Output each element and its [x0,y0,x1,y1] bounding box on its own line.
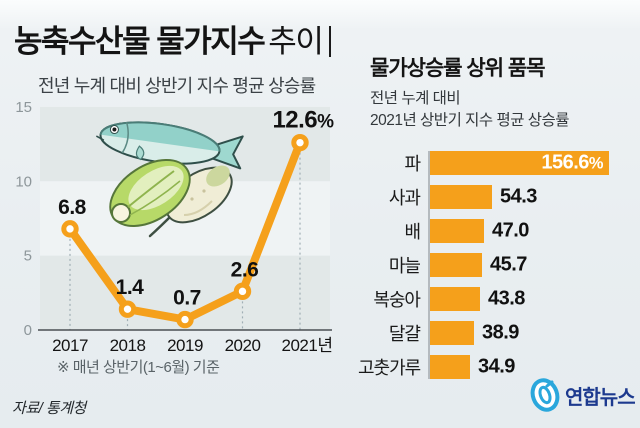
bar-row: 마늘 45.7 [358,253,638,277]
produce-illustration [95,121,244,238]
bar-fill [430,287,480,311]
bar-label: 복숭아 [373,290,421,310]
bar-label: 사과 [388,188,421,208]
page-title: 농축수산물 물가지수 추이 [14,16,332,61]
price-index-line-chart: 15 10 5 0 6.8 1.4 0.7 2.6 12.6% 2017 2018 2019 2020 2… [15,99,334,355]
bar-panel-title: 물가상승률 상위 품목 [370,57,546,80]
bar-track: 38.9 [430,321,638,345]
yonhap-logo-icon [530,378,560,412]
fish-icon [95,121,244,170]
bar-track: 45.7 [430,253,638,277]
bar-track: 43.8 [430,287,638,311]
yonhap-logo-text: 연합뉴스 [565,386,636,409]
bar-value: 43.8 [488,287,525,310]
x-axis-label: 2017 [52,336,88,355]
bar-fill [430,185,492,209]
source-credit: 자료/ 통계청 [12,400,86,417]
bar-label: 달걀 [388,324,421,344]
page-title-light: 추이 [268,24,324,59]
data-point [118,300,137,318]
chart-subtitle: 전년 누계 대비 상반기 지수 평균 상승률 [38,76,316,96]
data-point [291,133,309,152]
bar-track: 34.9 [430,355,638,379]
bar-value: 34.9 [478,355,515,378]
bar-fill: 156.6% [430,151,609,175]
data-point-label: 2.6 [231,258,259,281]
data-point [233,282,252,301]
bar-row: 고춧가루 34.9 [358,355,638,379]
title-divider [329,26,332,57]
bar-value: 45.7 [490,253,527,276]
bar-label: 고춧가루 [358,358,421,378]
yonhap-logo: 연합뉴스 [529,377,636,413]
bar-row: 배 47.0 [358,219,638,243]
x-axis-label: 2018 [110,336,146,355]
bar-fill [430,321,474,345]
bar-row: 달걀 38.9 [358,321,638,345]
bar-row: 파 156.6% [358,151,638,175]
bar-value: 47.0 [492,219,529,242]
chart-footnote: ※ 매년 상반기(1~6월) 기준 [57,359,220,376]
bar-track: 47.0 [430,219,638,243]
bar-row: 복숭아 43.8 [358,287,638,311]
bar-track: 54.3 [430,185,638,209]
x-axis-label: 2020 [225,336,261,355]
bar-chart-baseline [428,151,430,379]
y-axis-label: 10 [15,173,32,190]
y-axis-label: 5 [24,248,32,265]
cabbage-icon [109,159,191,227]
bar-label: 파 [404,154,421,174]
bar-panel-subtitle-line2: 2021년 상반기 지수 평균 상승률 [370,112,570,129]
bar-label: 배 [404,222,421,242]
data-point-label: 0.7 [173,287,201,310]
bar-value: 54.3 [500,185,537,208]
y-axis-label: 0 [24,322,32,339]
bar-value: 156.6% [541,151,603,174]
x-axis-label: 2021년 [282,336,333,355]
data-point-label: 1.4 [116,276,145,299]
bar-fill [430,355,470,379]
x-axis-label: 2019 [167,336,203,355]
bar-value: 38.9 [482,321,519,344]
bar-fill [430,253,482,277]
bar-row: 사과 54.3 [358,185,638,209]
bar-panel-subtitle: 전년 누계 대비 2021년 상반기 지수 평균 상승률 [370,88,570,132]
data-point-label: 6.8 [58,196,87,219]
data-point [61,220,79,238]
bar-panel-subtitle-line1: 전년 누계 대비 [370,90,461,107]
bar-track: 156.6% [430,151,638,175]
page-title-bold: 농축수산물 물가지수 [14,24,266,59]
bar-label: 마늘 [388,256,421,276]
top-items-bar-chart: 파 156.6% 사과 54.3 배 47.0 마늘 45.7 복숭아 43.8 달걀 38.9 고춧가… [358,151,638,379]
y-axis-label: 15 [15,99,32,116]
bar-fill [430,219,484,243]
data-point [176,310,194,329]
data-point-label: 12.6% [272,107,334,134]
